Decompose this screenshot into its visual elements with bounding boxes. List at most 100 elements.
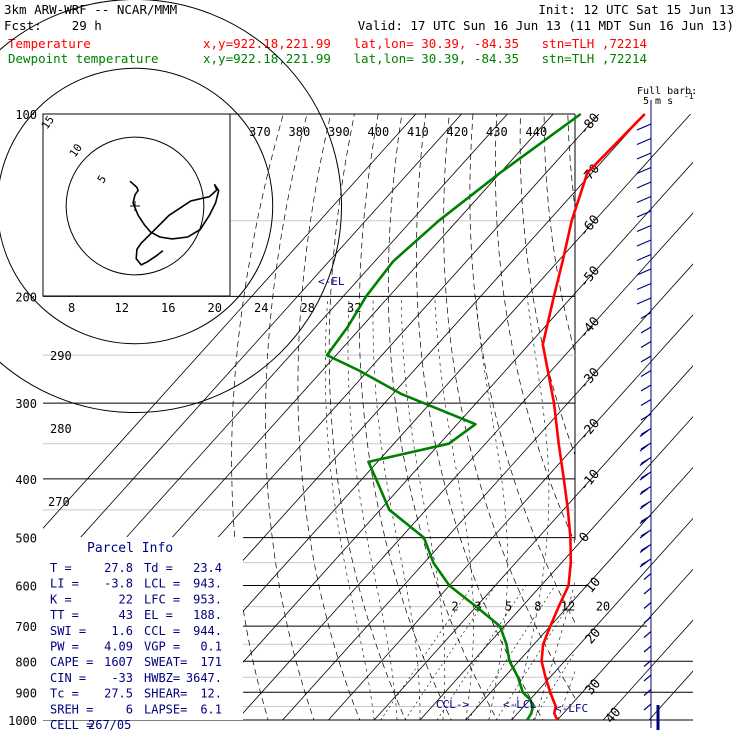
parcel-value: 171	[200, 655, 222, 669]
wind-barb	[636, 137, 652, 146]
wind-barb-feather	[639, 531, 649, 539]
wind-barb-feather	[639, 546, 649, 553]
wind-barb	[640, 326, 652, 334]
parcel-label: SHEAR=	[144, 687, 187, 701]
parcel-label: T =	[50, 561, 72, 575]
parcel-label: SWEAT=	[144, 655, 187, 669]
dry-adiabat-line	[663, 114, 740, 733]
theta-label: 290	[50, 349, 72, 363]
parcel-label: CCL =	[144, 624, 180, 638]
full-barb-unit: 5 m s	[643, 96, 673, 107]
isotherm-line	[648, 670, 693, 720]
isotherm-line	[419, 416, 693, 720]
parcel-label: Tc =	[50, 687, 79, 701]
parcel-value: 944.	[193, 624, 222, 638]
moist-adiabat-line	[580, 296, 730, 720]
mixing-ratio-line	[380, 585, 473, 720]
moist-adiabat-line	[325, 296, 375, 720]
dry-adiabat-line	[615, 114, 740, 733]
parcel-label: LCL =	[144, 577, 180, 591]
mixing-ratio-label: 20	[596, 600, 610, 614]
speed-tick-label: 12	[115, 301, 129, 315]
wind-barb-feather	[639, 488, 649, 495]
parcel-value: 22	[119, 592, 133, 606]
wind-barb	[643, 674, 652, 682]
full-barb-label: Full barb:	[637, 86, 697, 97]
profile-lines: <-EL CCL-> <-LCL <-LFC	[318, 112, 646, 721]
dry-adiabat-line	[519, 114, 575, 456]
parcel-value: 0.1	[200, 640, 222, 654]
wind-barb	[643, 645, 652, 653]
model-title: 3km ARW-WRF -- NCAR/MMM	[4, 2, 178, 17]
parcel-value: 188.	[193, 608, 222, 622]
parcel-value: 1607	[104, 655, 133, 669]
speed-tick-label: 16	[161, 301, 175, 315]
isotherm-line	[557, 568, 693, 720]
isotherm-label: 40	[603, 705, 625, 727]
dry-adiabat-line	[710, 114, 740, 733]
wind-barb	[643, 616, 652, 624]
mixing-ratio-label: 8	[534, 600, 541, 614]
wind-barb	[636, 297, 652, 305]
dry-adiabat-line	[265, 114, 315, 720]
wind-barb-feather	[639, 560, 649, 568]
parcel-value: 267/05	[88, 718, 131, 732]
parcel-value: 953.	[193, 592, 222, 606]
wind-barb	[643, 602, 652, 609]
speed-tick-label: 28	[301, 301, 315, 315]
parcel-label: Td =	[144, 561, 173, 575]
dewpoint-line	[325, 112, 582, 721]
pressure-tick-label: 500	[15, 532, 37, 546]
moist-adiabat-line	[347, 296, 398, 720]
wind-barb	[636, 224, 652, 233]
parcel-value: -33	[111, 671, 133, 685]
parcel-label: LFC =	[144, 592, 180, 606]
parcel-label: LI =	[50, 577, 79, 591]
dry-adiabat-line	[592, 114, 740, 733]
dry-adiabat-line	[328, 114, 406, 720]
wind-barb	[643, 631, 652, 638]
wind-barb	[636, 166, 652, 175]
parcel-panel-bg	[43, 537, 243, 720]
parcel-label: K =	[50, 592, 72, 606]
parcel-label: EL =	[144, 608, 173, 622]
theta-label: 380	[289, 125, 311, 139]
dry-adiabat-line	[416, 114, 544, 720]
wind-barb	[636, 253, 652, 262]
dry-adiabat-line	[358, 114, 452, 720]
hodograph-ring-label: 15	[39, 113, 57, 131]
lfc-annotation: <-LFC	[555, 702, 588, 715]
dry-adiabat-line	[443, 114, 575, 699]
hodograph-ring	[0, 0, 342, 413]
parcel-info-panel: Parcel Info T = 27.8 Td = 23.4 LI = -3.8 LCL = 9…	[43, 537, 243, 732]
parcel-label: SREH =	[50, 702, 93, 716]
wind-barb	[640, 398, 652, 407]
wind-barb	[636, 195, 652, 204]
parcel-value: -3.8	[104, 577, 133, 591]
theta-label: 440	[526, 125, 548, 139]
wind-barb	[636, 152, 652, 160]
parcel-value: 6	[126, 702, 133, 716]
pressure-tick-label: 900	[15, 686, 37, 700]
speed-tick-label: 8	[68, 301, 75, 315]
parcel-value: 23.4	[193, 561, 222, 575]
pressure-tick-label: 600	[15, 580, 37, 594]
mixing-ratio-line	[467, 585, 556, 720]
speed-tick-label: 24	[254, 301, 268, 315]
full-barb-exponent: -1	[684, 92, 694, 101]
pressure-tick-label: 1000	[8, 714, 37, 728]
parcel-label: LAPSE=	[144, 702, 187, 716]
parcel-label: HWBZ=	[144, 671, 180, 685]
wind-barb-feather	[639, 473, 649, 481]
hodograph-ring	[65, 136, 205, 276]
isotherm-label: 20	[583, 626, 605, 648]
parcel-value: 943.	[193, 577, 222, 591]
pressure-tick-label: 800	[15, 655, 37, 669]
pressure-tick-label: 700	[15, 620, 37, 634]
parcel-label: PW =	[50, 640, 79, 654]
isotherm-line	[465, 466, 693, 720]
lcl-annotation: <-LCL	[503, 698, 536, 711]
wind-barb	[640, 384, 652, 392]
